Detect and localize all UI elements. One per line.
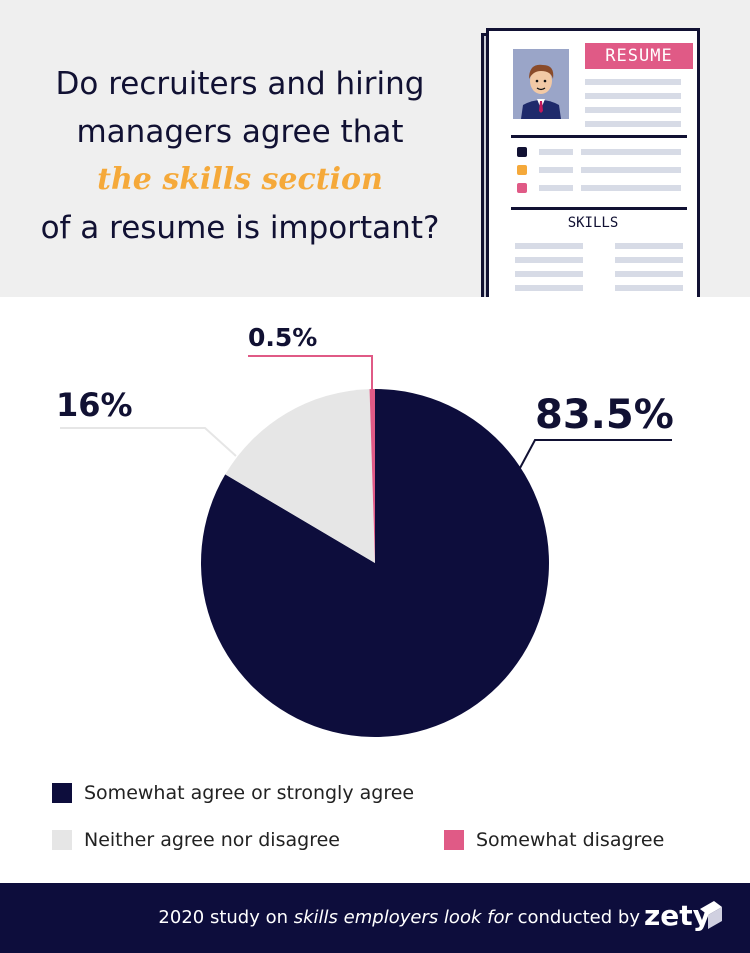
- resume-dot-pink: [517, 183, 527, 193]
- avatar: [513, 49, 569, 119]
- pie-chart: 83.5% 16% 0.5%: [56, 323, 674, 738]
- legend-label-disagree: Somewhat disagree: [476, 829, 665, 851]
- title-line-1: Do recruiters and hiring: [55, 66, 425, 102]
- resume-illustration: RESUME SKILLS: [486, 28, 700, 297]
- data-label-neutral: 16%: [56, 386, 133, 424]
- zety-logo: zety: [644, 899, 711, 932]
- legend-item-neutral: Neither agree nor disagree: [52, 829, 340, 851]
- resume-dot-navy: [517, 147, 527, 157]
- legend-swatch-neutral: [52, 830, 72, 850]
- leader-agree: [519, 439, 672, 469]
- resume-label: RESUME: [585, 43, 693, 69]
- legend-label-agree: Somewhat agree or strongly agree: [84, 782, 415, 804]
- zety-logo-icon: [700, 901, 722, 929]
- person-icon: [513, 49, 569, 119]
- pie-slice-neutral: [225, 389, 375, 563]
- legend-swatch-agree: [52, 783, 72, 803]
- footer-credit: 2020 study on skills employers look for …: [158, 907, 640, 928]
- data-label-agree: 83.5%: [535, 392, 674, 438]
- page-title: Do recruiters and hiring managers agree …: [40, 60, 440, 252]
- footer: 2020 study on skills employers look for …: [0, 883, 750, 953]
- legend-swatch-disagree: [444, 830, 464, 850]
- leader-disagree: [248, 355, 373, 390]
- resume-dot-orange: [517, 165, 527, 175]
- skills-label: SKILLS: [567, 215, 619, 231]
- data-label-disagree: 0.5%: [248, 323, 317, 352]
- title-line-2: managers agree that: [76, 114, 404, 150]
- pie-slice-disagree: [369, 389, 375, 563]
- title-highlight: the skills section: [97, 162, 383, 197]
- legend-label-neutral: Neither agree nor disagree: [84, 829, 340, 851]
- legend-item-agree: Somewhat agree or strongly agree: [52, 782, 414, 804]
- title-line-4: of a resume is important?: [40, 210, 440, 246]
- header-panel: Do recruiters and hiring managers agree …: [0, 0, 750, 297]
- legend-item-disagree: Somewhat disagree: [444, 829, 664, 851]
- leader-neutral: [60, 427, 237, 457]
